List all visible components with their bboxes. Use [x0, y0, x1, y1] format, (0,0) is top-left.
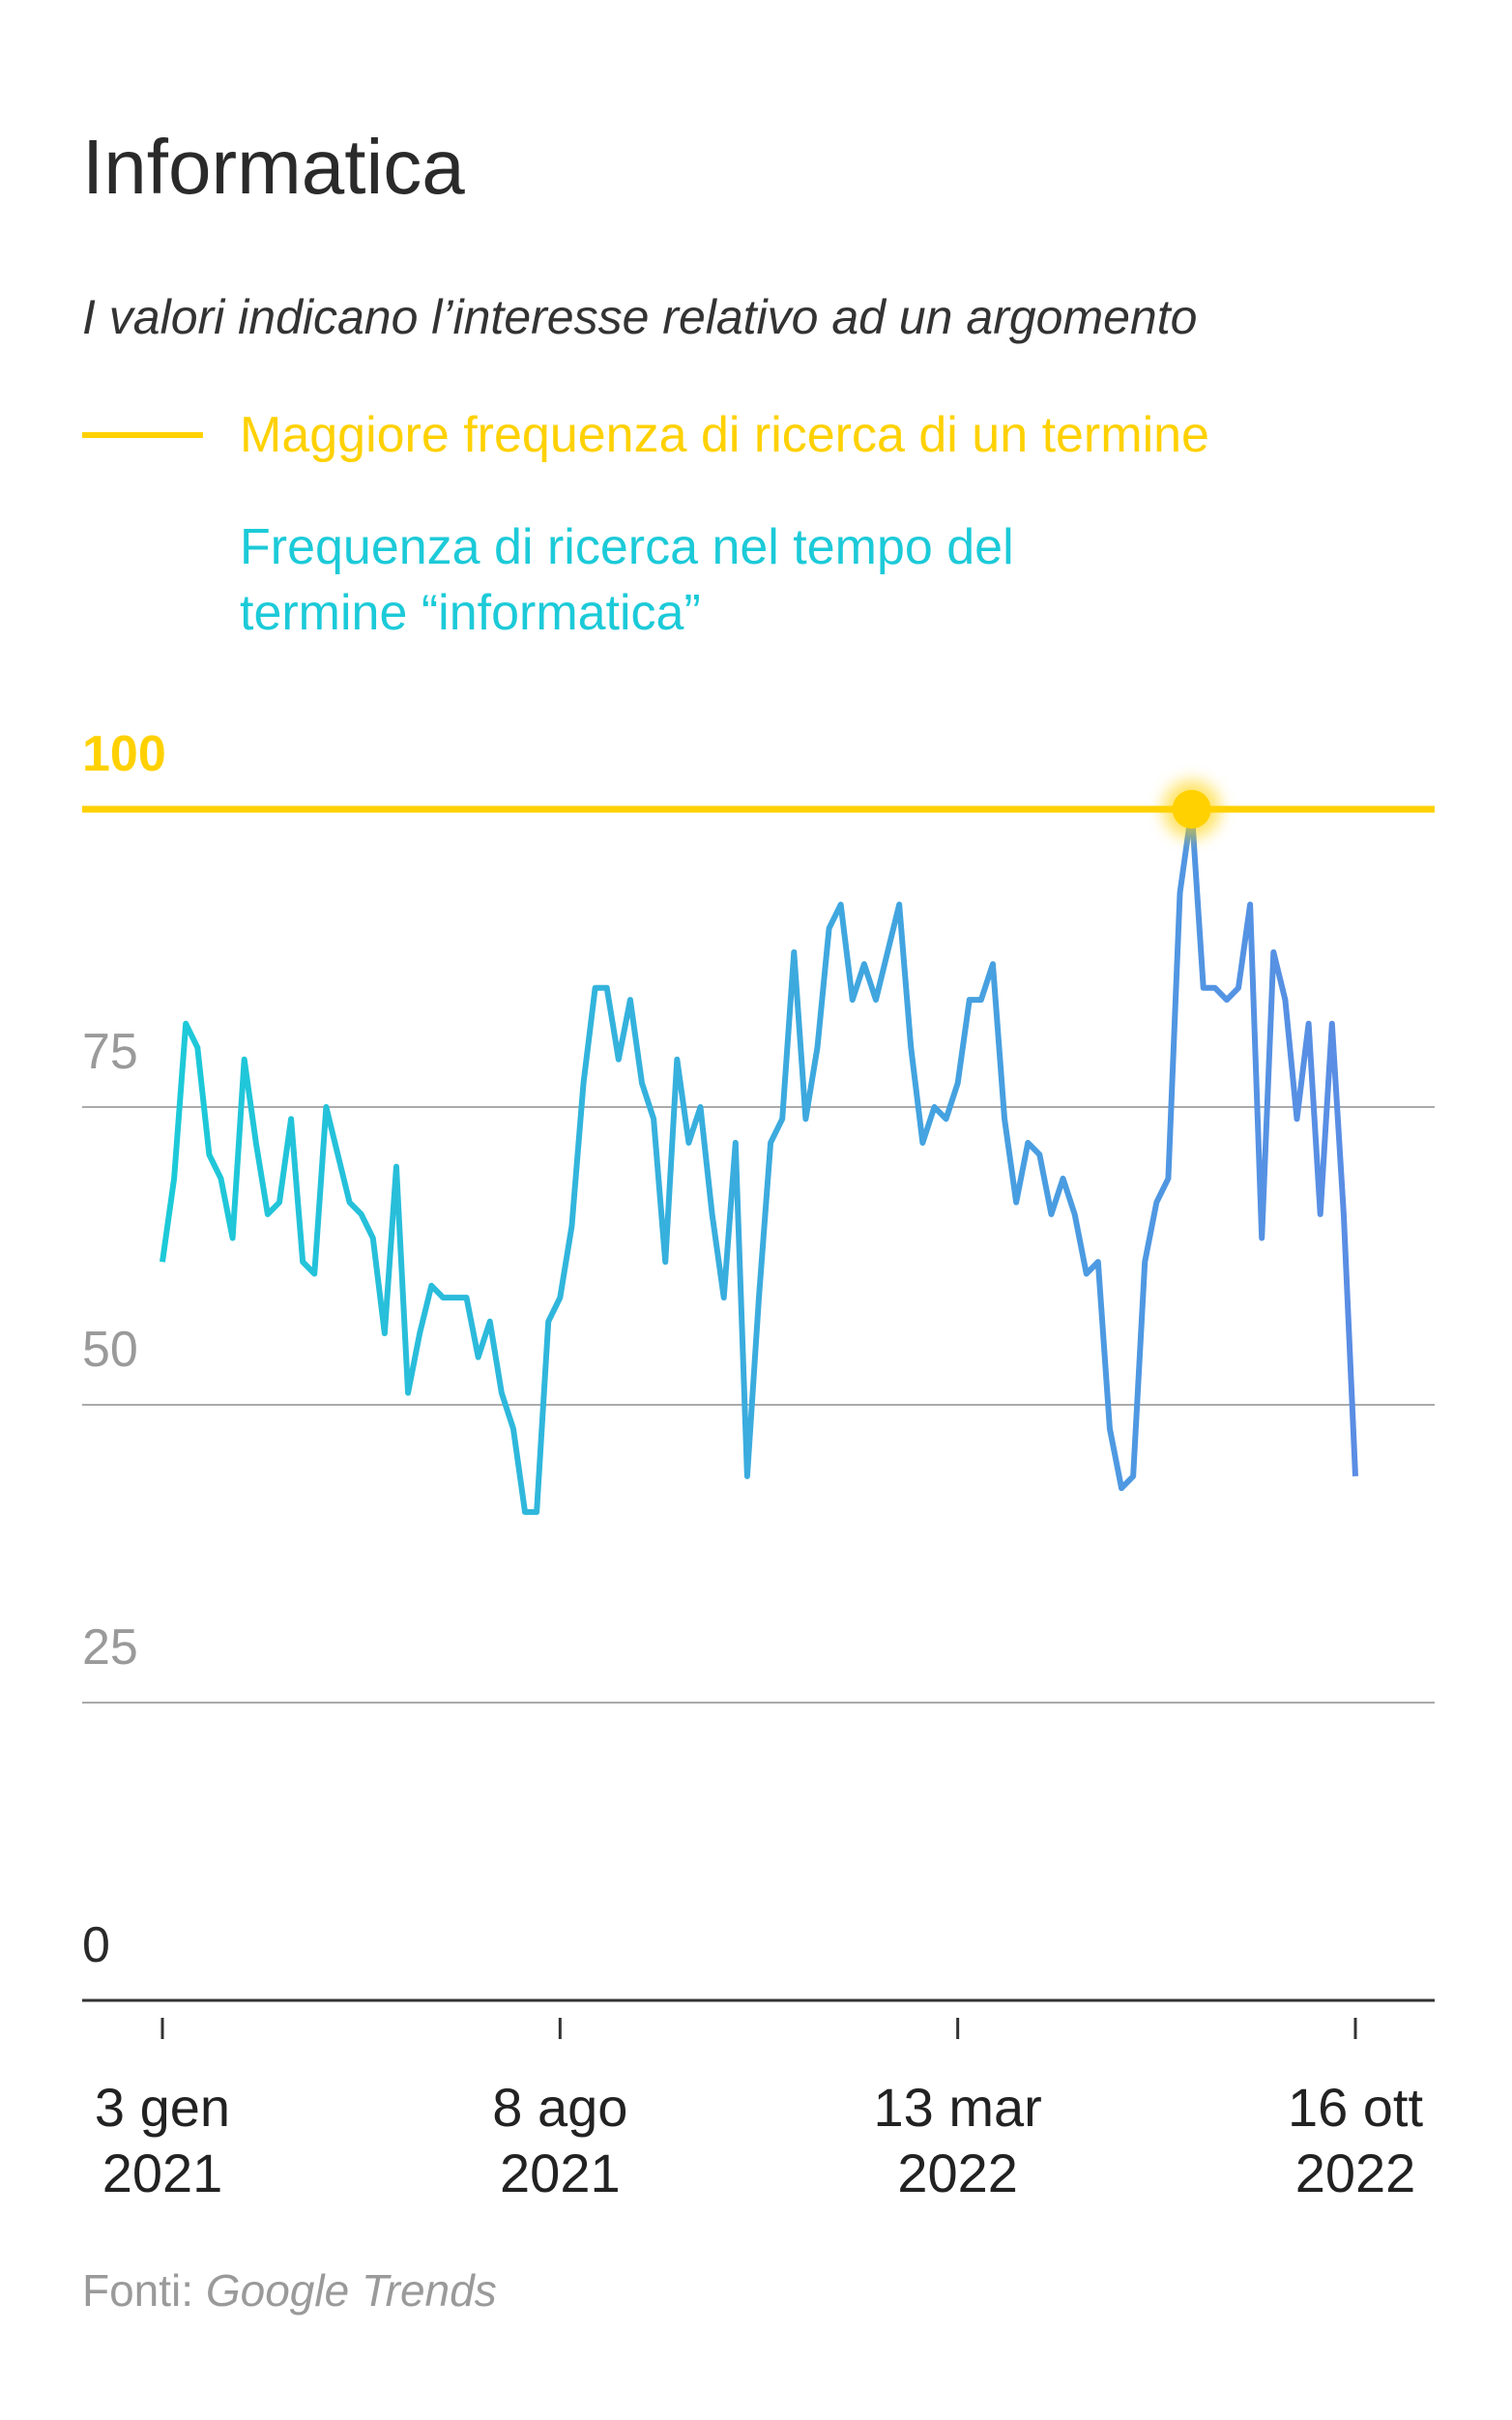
x-tick-label-line: 8 ago — [492, 2077, 627, 2138]
x-tick-label-line: 2021 — [500, 2143, 621, 2203]
x-tick-label: 8 ago 2021 — [492, 2077, 627, 2203]
x-tick-label: 3 gen 2021 — [95, 2077, 230, 2203]
chart-title: Informatica — [82, 124, 465, 210]
x-tick-label: 13 mar 2022 — [874, 2077, 1042, 2203]
x-tick-label-line: 2022 — [897, 2143, 1018, 2203]
y-tick-label: 0 — [82, 1917, 110, 1973]
legend-series: Frequenza di ricerca nel tempo del termi… — [240, 519, 1014, 641]
y-tick-label: 75 — [82, 1024, 138, 1080]
x-tick-label: 16 ott 2022 — [1288, 2077, 1424, 2203]
x-tick-label-line: 16 ott — [1288, 2077, 1424, 2138]
y-tick-label: 25 — [82, 1619, 138, 1676]
y-tick-label: 100 — [82, 726, 166, 782]
x-tick-label-line: 3 gen — [95, 2077, 230, 2138]
y-tick-label: 50 — [82, 1322, 138, 1378]
peak-marker — [1172, 790, 1211, 829]
source-name: Google Trends — [206, 2265, 497, 2316]
x-tick-label-line: 2022 — [1295, 2143, 1416, 2203]
legend-reference: Maggiore frequenza di ricerca di un term… — [240, 407, 1209, 463]
x-tick-label-line: 2021 — [102, 2143, 223, 2203]
x-tick-label-line: 13 mar — [874, 2077, 1042, 2138]
chart-subtitle: I valori indicano l’interesse relativo a… — [82, 290, 1197, 344]
source-label: Fonti: — [82, 2265, 193, 2316]
source: Fonti: Google Trends — [82, 2265, 497, 2316]
series-line — [160, 806, 1358, 1515]
